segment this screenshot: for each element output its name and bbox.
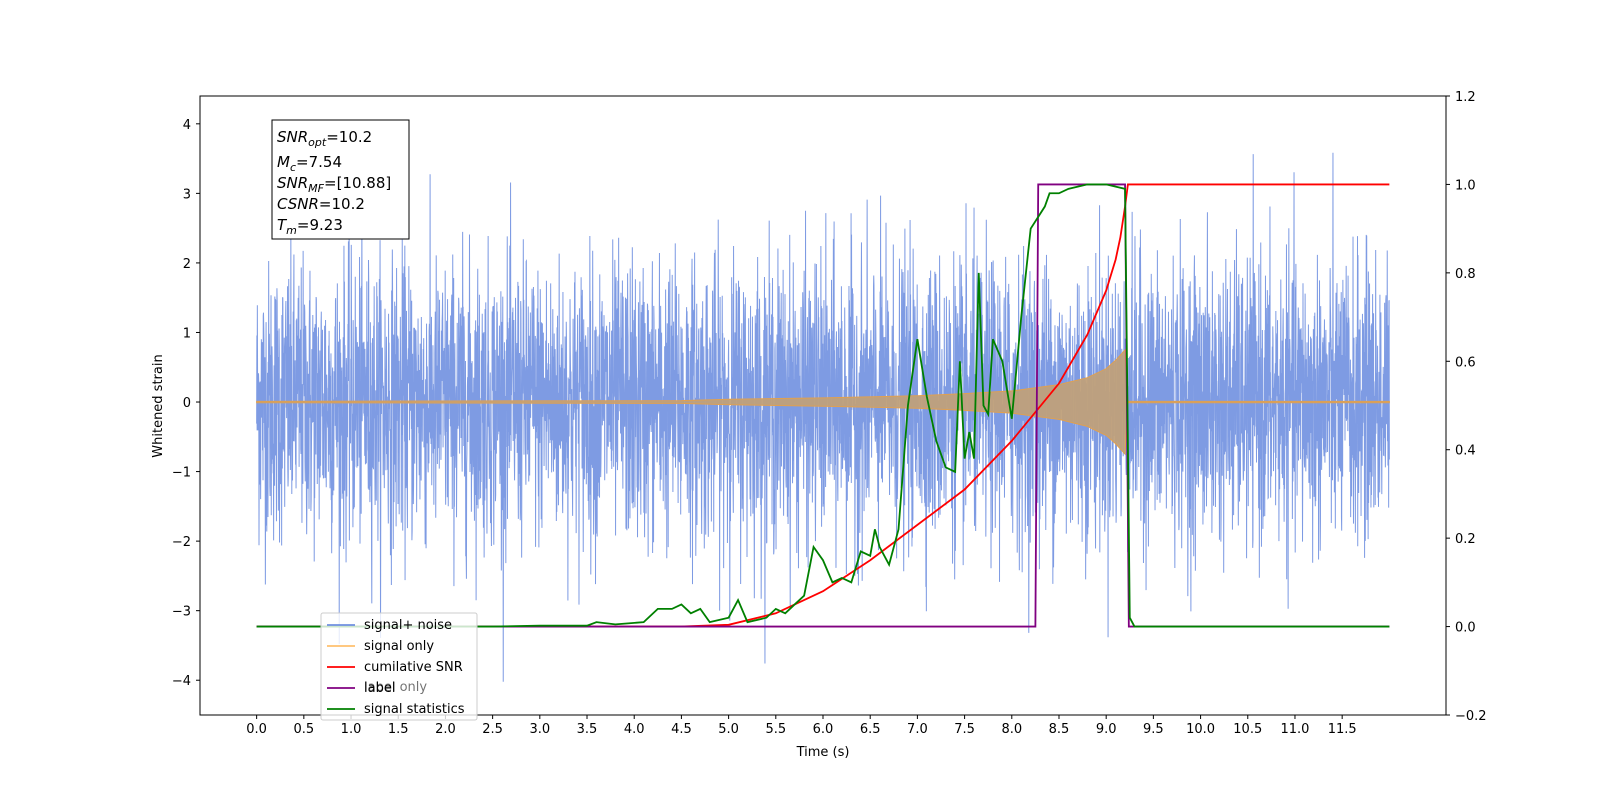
y2-tick-label: 0.4: [1455, 444, 1476, 459]
x-tick-label: 5.5: [765, 722, 786, 737]
x-tick-label: 3.0: [529, 722, 550, 737]
x-tick-label: 10.0: [1186, 722, 1215, 737]
y2-tick-label: 1.2: [1455, 90, 1476, 105]
y2-tick-label: 0.2: [1455, 532, 1476, 547]
x-tick-label: 0.5: [293, 722, 314, 737]
series-signal-noise: [256, 152, 1390, 682]
annotation-mc: Mc=7.54: [277, 153, 342, 174]
x-tick-label: 10.5: [1233, 722, 1262, 737]
x-tick-label: 6.0: [813, 722, 834, 737]
y2-tick-label: 0.8: [1455, 267, 1476, 282]
legend-label: cumilative SNR: [364, 660, 463, 675]
x-tick-label: 7.0: [907, 722, 928, 737]
x-tick-label: 7.5: [954, 722, 975, 737]
y2-tick-label: 0.6: [1455, 355, 1476, 370]
x-tick-label: 5.0: [718, 722, 739, 737]
annotation-snr-opt: SNRopt=10.2: [277, 128, 372, 149]
x-tick-label: 1.5: [388, 722, 409, 737]
series-signal-statistics: [256, 183, 1390, 628]
y-tick-label: 1: [183, 326, 191, 341]
legend-label: signal+ noise: [364, 618, 452, 633]
y-tick-label: −3: [172, 605, 191, 620]
y-tick-label: 4: [183, 118, 191, 133]
y-tick-label: 3: [183, 187, 191, 202]
y2-tick-label: 1.0: [1455, 178, 1476, 193]
x-axis-label: Time (s): [796, 745, 850, 760]
x-tick-label: 3.5: [577, 722, 598, 737]
y-tick-label: 0: [183, 396, 191, 411]
x-tick-label: 0.0: [246, 722, 267, 737]
x-tick-label: 1.0: [341, 722, 362, 737]
x-tick-label: 2.5: [482, 722, 503, 737]
series-cumulative-snr: [256, 183, 1390, 628]
x-tick-label: 11.5: [1328, 722, 1357, 737]
legend-label: label: [364, 681, 395, 696]
y-tick-label: −1: [172, 466, 191, 481]
x-tick-label: 9.5: [1143, 722, 1164, 737]
x-tick-label: 2.0: [435, 722, 456, 737]
y-axis-label: Whitened strain: [151, 354, 166, 457]
x-tick-label: 4.0: [624, 722, 645, 737]
y2-tick-label: 0.0: [1455, 621, 1476, 636]
x-tick-label: 4.5: [671, 722, 692, 737]
x-tick-label: 8.0: [1001, 722, 1022, 737]
legend: label only signal+ noise signal only cumil…: [320, 612, 478, 721]
x-tick-label: 8.5: [1049, 722, 1070, 737]
x-tick-label: 9.0: [1096, 722, 1117, 737]
annotation-tm: Tm=9.23: [277, 216, 343, 237]
x-tick-label: 6.5: [860, 722, 881, 737]
legend-label: signal statistics: [364, 702, 465, 717]
legend-label: signal only: [364, 639, 434, 654]
series-signal-only: [256, 348, 1390, 456]
y-tick-label: 2: [183, 257, 191, 272]
x-tick-label: 11.0: [1280, 722, 1309, 737]
y-tick-label: −4: [172, 674, 191, 689]
annotation-box: SNRopt=10.2 Mc=7.54 SNRMF=[10.88] CSNR=1…: [271, 119, 410, 240]
y-tick-label: −2: [172, 535, 191, 550]
annotation-snr-mf: SNRMF=[10.88]: [277, 174, 391, 195]
y2-tick-label: −0.2: [1455, 709, 1487, 724]
annotation-csnr: CSNR=10.2: [277, 195, 365, 213]
legend-ghost-text: label only: [364, 680, 427, 695]
